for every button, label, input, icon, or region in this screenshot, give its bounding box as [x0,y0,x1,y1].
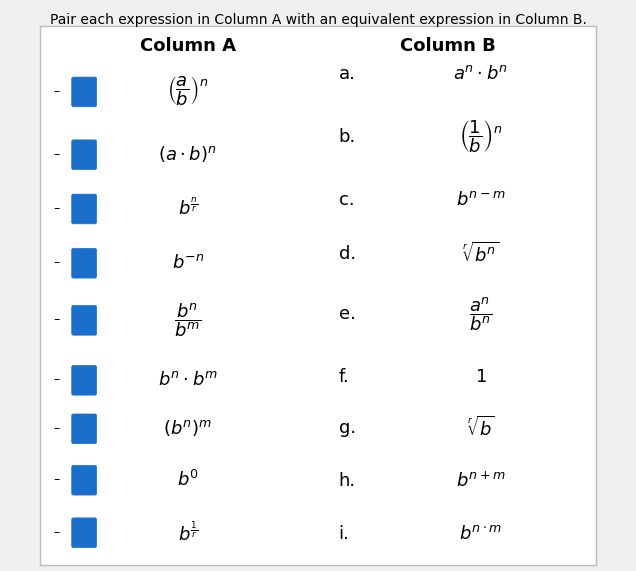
Text: –: – [53,202,59,215]
Text: $b^{n-m}$: $b^{n-m}$ [456,191,506,209]
Text: $(b^{n})^{m}$: $(b^{n})^{m}$ [163,418,212,439]
Text: $\dfrac{a^{n}}{b^{n}}$: $\dfrac{a^{n}}{b^{n}}$ [469,295,492,333]
FancyBboxPatch shape [72,140,97,170]
FancyBboxPatch shape [72,365,97,395]
Text: c.: c. [339,191,354,209]
Text: g.: g. [339,419,356,437]
Text: h.: h. [339,472,356,490]
Text: i.: i. [339,525,350,543]
Text: Pair each expression in Column A with an equivalent expression in Column B.: Pair each expression in Column A with an… [50,13,586,27]
Text: –: – [53,85,59,98]
FancyBboxPatch shape [72,414,97,444]
FancyBboxPatch shape [72,194,97,224]
Text: f.: f. [339,368,349,386]
Text: e.: e. [339,305,356,323]
Text: $b^{n \cdot m}$: $b^{n \cdot m}$ [459,525,502,543]
Text: $(a \cdot b)^{n}$: $(a \cdot b)^{n}$ [158,144,217,164]
Text: –: – [53,422,59,435]
FancyBboxPatch shape [72,248,97,278]
Text: –: – [53,256,59,269]
Text: –: – [53,526,59,538]
Text: $a^{n} \cdot b^{n}$: $a^{n} \cdot b^{n}$ [453,65,508,83]
Text: $\dfrac{b^{n}}{b^{m}}$: $\dfrac{b^{n}}{b^{m}}$ [174,301,202,339]
FancyBboxPatch shape [72,77,97,107]
Text: $\sqrt[r]{b^{n}}$: $\sqrt[r]{b^{n}}$ [462,242,500,266]
Text: $\left(\dfrac{1}{b}\right)^{n}$: $\left(\dfrac{1}{b}\right)^{n}$ [459,119,502,155]
Text: $b^{\frac{n}{r}}$: $b^{\frac{n}{r}}$ [177,198,198,219]
Text: $b^{0}$: $b^{0}$ [177,469,199,490]
FancyBboxPatch shape [72,465,97,495]
Text: b.: b. [339,128,356,146]
FancyBboxPatch shape [39,26,597,565]
Text: $\sqrt[r]{b}$: $\sqrt[r]{b}$ [467,416,495,440]
Text: $b^{n} \cdot b^{m}$: $b^{n} \cdot b^{m}$ [158,371,218,389]
FancyBboxPatch shape [72,305,97,335]
Text: –: – [53,473,59,486]
Text: –: – [53,148,59,160]
Text: d.: d. [339,245,356,263]
Text: –: – [53,373,59,386]
Text: –: – [53,313,59,326]
Text: $b^{-n}$: $b^{-n}$ [172,254,204,272]
Text: a.: a. [339,65,356,83]
Text: $b^{n+m}$: $b^{n+m}$ [456,471,506,490]
Text: Column A: Column A [140,37,236,55]
Text: $\left(\dfrac{a}{b}\right)^{n}$: $\left(\dfrac{a}{b}\right)^{n}$ [167,75,209,108]
Text: $1$: $1$ [475,368,487,386]
Text: $b^{\frac{1}{r}}$: $b^{\frac{1}{r}}$ [177,520,198,544]
Text: Column B: Column B [401,37,496,55]
FancyBboxPatch shape [72,518,97,548]
